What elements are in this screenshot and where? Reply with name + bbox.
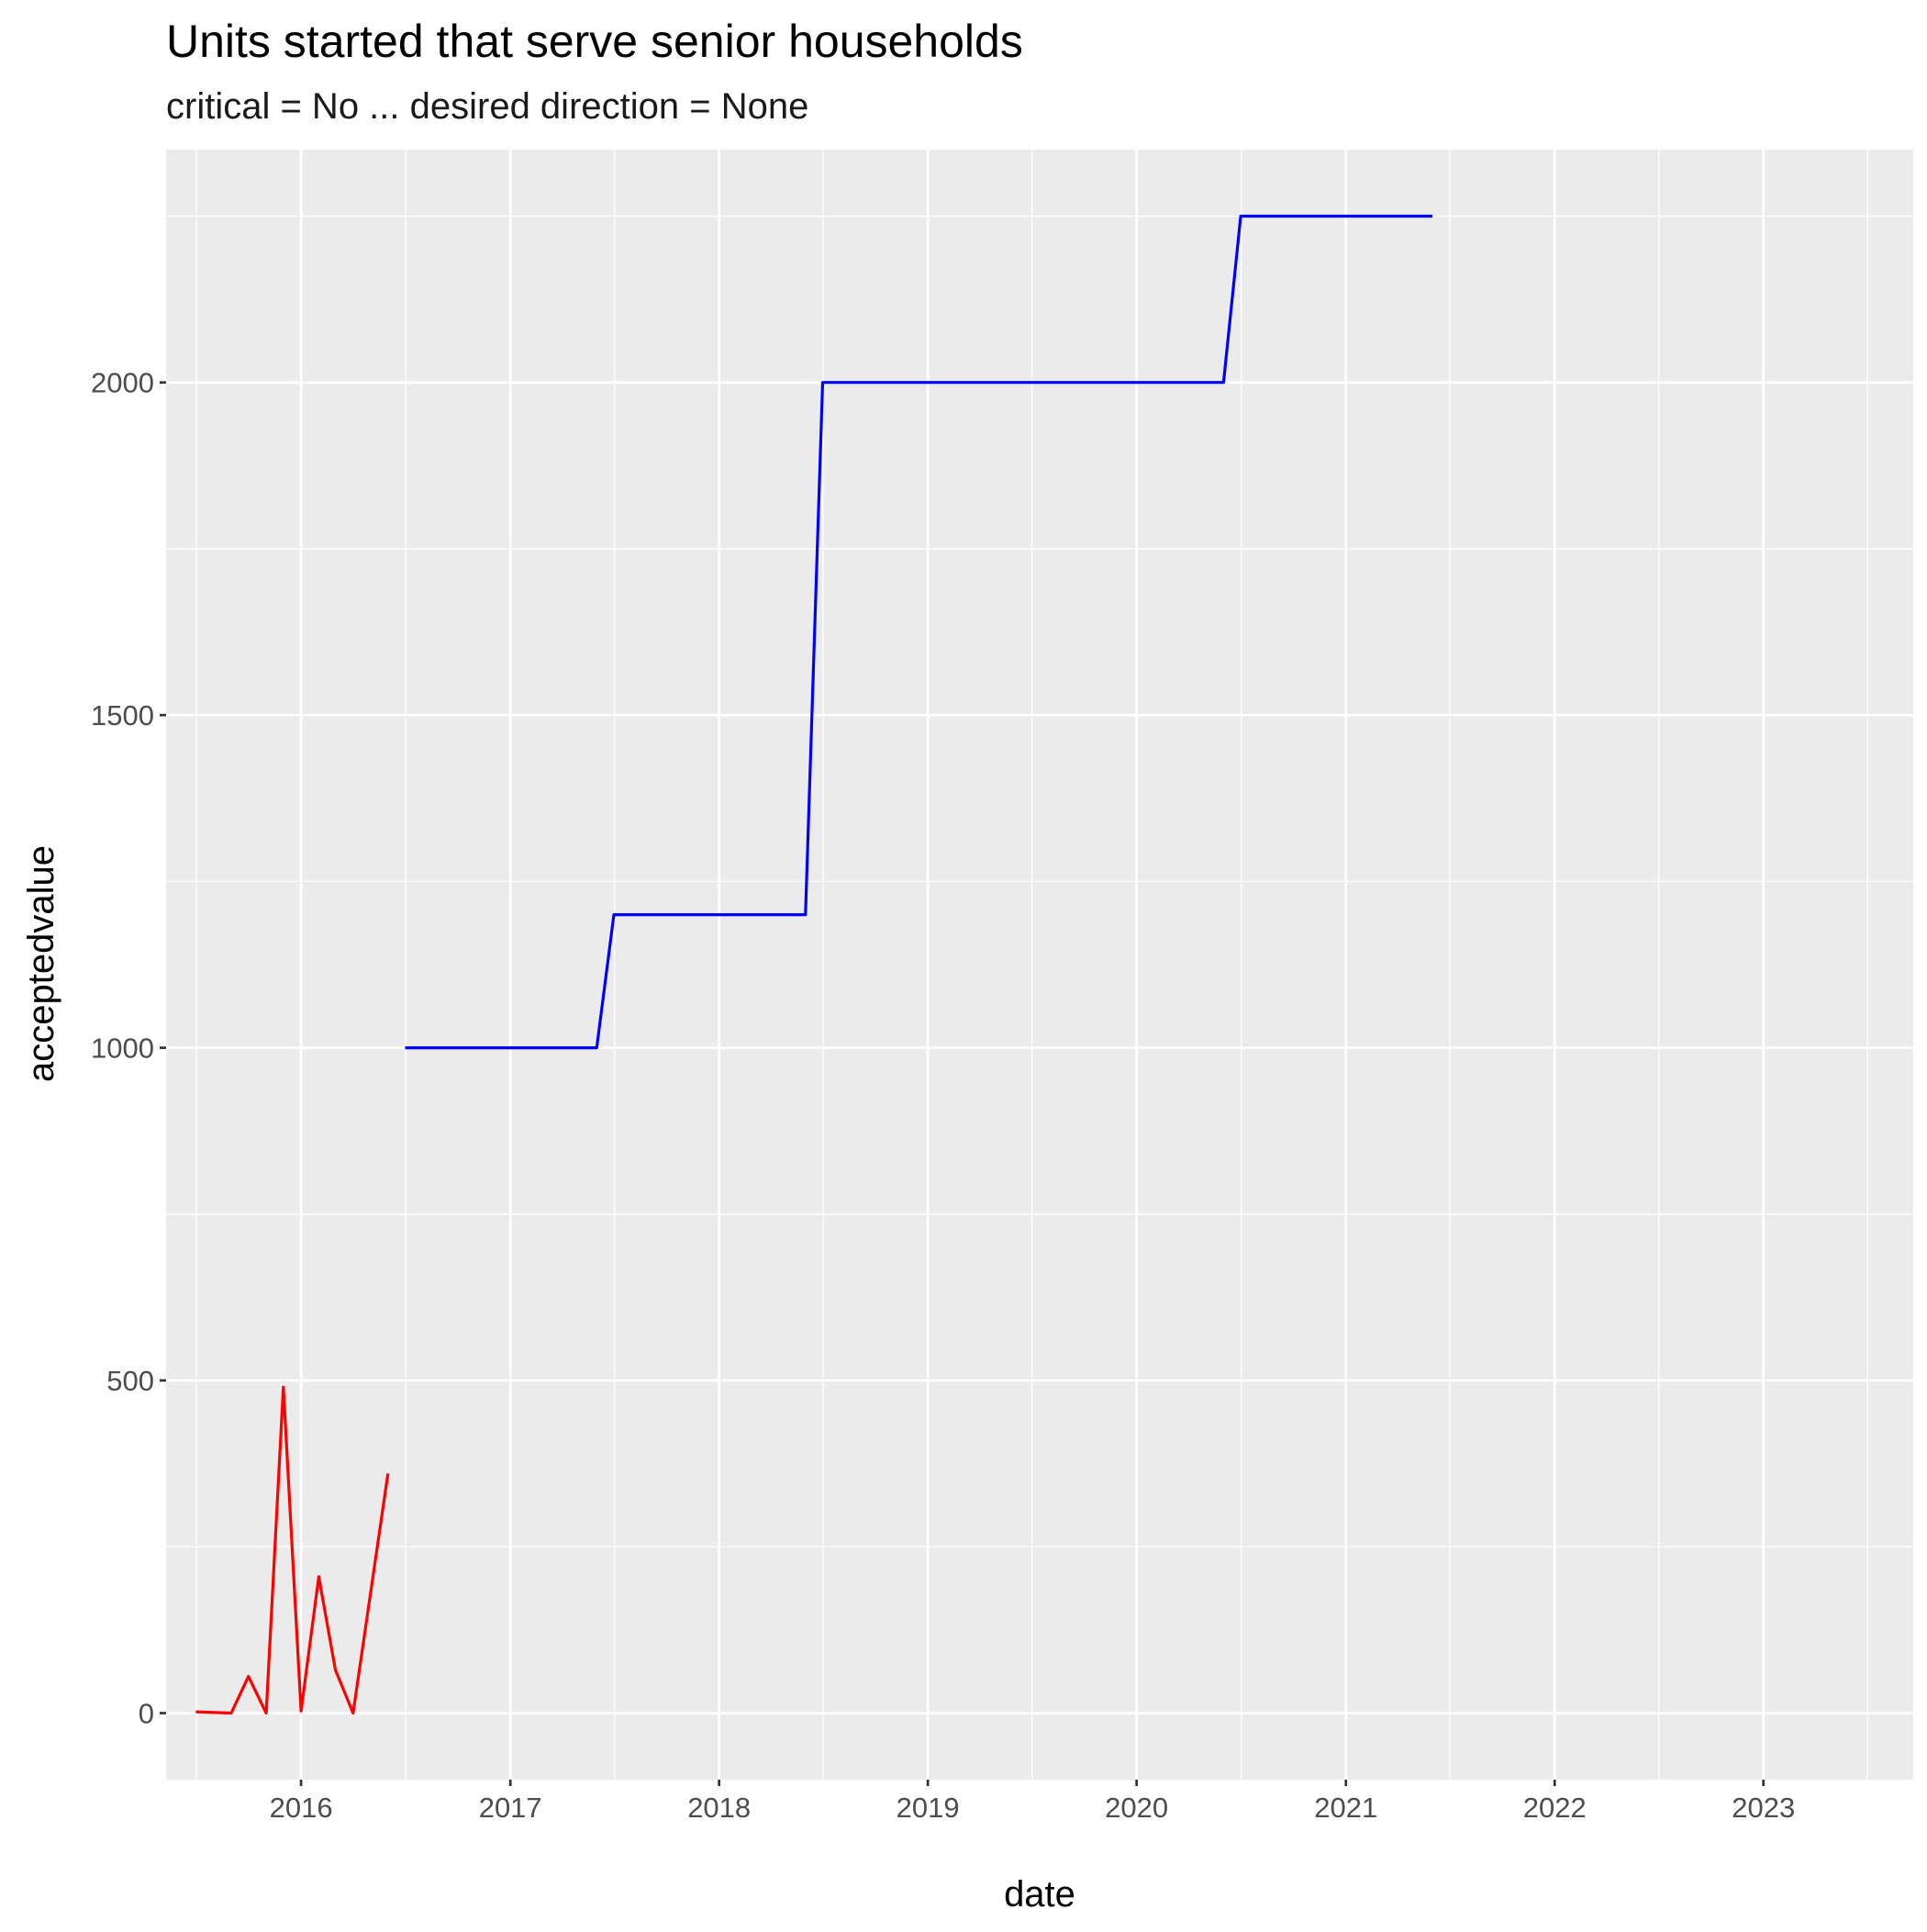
series-line-1	[195, 1385, 390, 1715]
series-layer	[195, 214, 1432, 1715]
x-axis-title: date	[1004, 1874, 1075, 1915]
chart-title: Units started that serve senior househol…	[166, 16, 1023, 67]
x-tick-label: 2019	[897, 1792, 960, 1824]
y-tick-label: 2000	[91, 367, 154, 399]
y-tick-label: 0	[139, 1698, 154, 1730]
y-axis-title: acceptedvalue	[21, 845, 61, 1082]
major-gridlines	[166, 150, 1913, 1780]
y-axis-tick-labels: 0 500 1000 1500 2000	[91, 367, 154, 1730]
x-tick-label: 2022	[1523, 1792, 1587, 1824]
plot-panel	[166, 150, 1913, 1780]
minor-gridlines	[166, 150, 1913, 1780]
x-tick-label: 2017	[479, 1792, 542, 1824]
series-line-2	[405, 214, 1432, 1050]
y-tick-label: 1500	[91, 699, 154, 731]
x-tick-label: 2020	[1105, 1792, 1168, 1824]
x-tick-label: 2021	[1314, 1792, 1377, 1824]
x-tick-label: 2023	[1732, 1792, 1795, 1824]
axis-ticks	[160, 381, 1765, 1786]
x-tick-label: 2018	[687, 1792, 751, 1824]
x-axis-tick-labels: 2016 2017 2018 2019 2020 2021 2022 2023	[270, 1792, 1796, 1824]
y-tick-label: 1000	[91, 1033, 154, 1065]
x-tick-label: 2016	[270, 1792, 333, 1824]
chart-subtitle: critical = No ... desired direction = No…	[166, 86, 808, 127]
y-tick-label: 500	[106, 1365, 154, 1397]
